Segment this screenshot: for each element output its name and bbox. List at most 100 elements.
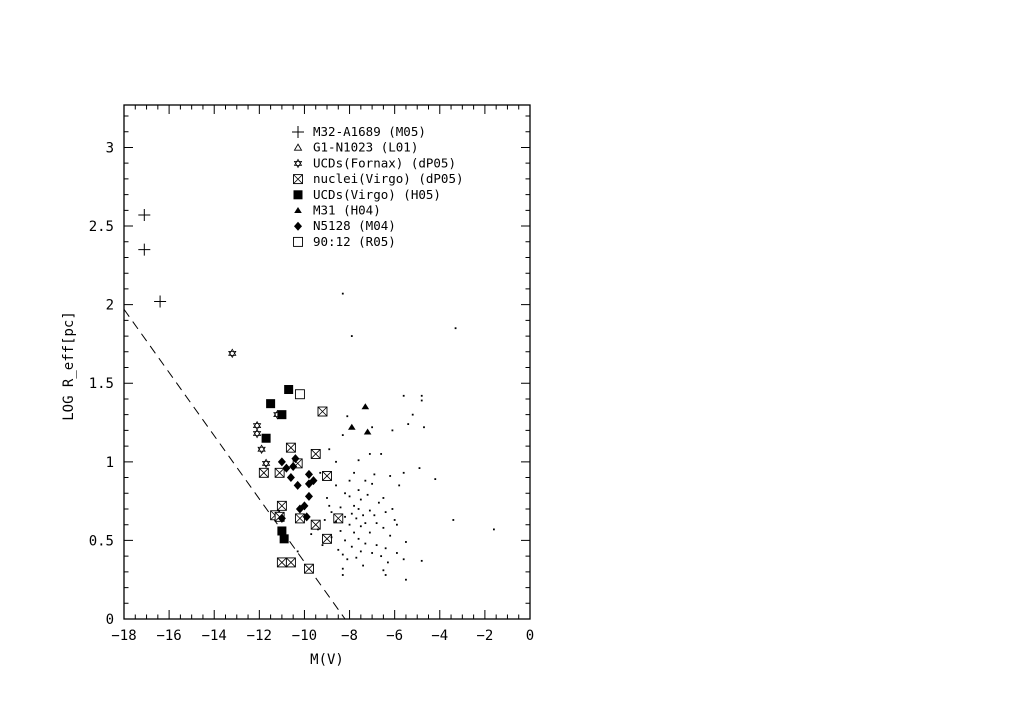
data-point — [252, 420, 262, 431]
data-point — [389, 475, 392, 477]
data-point — [330, 536, 333, 539]
data-point — [296, 550, 299, 553]
data-point — [344, 539, 346, 542]
legend-marker — [294, 207, 302, 213]
data-point — [389, 534, 392, 537]
data-point — [373, 514, 376, 517]
x-tick-label: −4 — [431, 628, 448, 644]
data-point — [384, 574, 387, 576]
data-point — [382, 526, 385, 529]
data-point — [346, 558, 349, 561]
data-point — [294, 513, 305, 524]
data-point — [304, 563, 314, 574]
data-point — [277, 410, 287, 420]
x-tick-label: 0 — [526, 628, 534, 644]
data-point — [258, 467, 269, 478]
data-point — [277, 513, 286, 523]
x-axis-label: M(V) — [310, 652, 344, 668]
data-point — [375, 522, 378, 525]
data-point — [310, 449, 321, 459]
legend-marker — [294, 221, 302, 231]
x-tick-label: −16 — [156, 628, 181, 644]
data-point — [357, 508, 360, 510]
data-point — [357, 459, 360, 462]
data-point — [346, 415, 349, 418]
data-point — [335, 460, 337, 463]
data-point — [423, 426, 425, 429]
data-point — [357, 537, 360, 540]
data-point — [341, 434, 344, 436]
data-point — [341, 574, 344, 576]
x-tick-label: −18 — [111, 628, 136, 644]
legend-label: G1-N1023 (L01) — [313, 140, 418, 155]
data-point — [277, 457, 286, 467]
data-point — [373, 473, 376, 476]
data-point — [353, 471, 355, 474]
data-point — [396, 552, 398, 554]
data-point — [366, 493, 369, 496]
data-point — [402, 471, 405, 474]
data-point — [398, 484, 401, 487]
data-point — [362, 514, 364, 517]
data-point — [391, 429, 394, 432]
data-point — [420, 399, 423, 402]
data-point — [339, 530, 342, 532]
data-point — [387, 561, 389, 564]
data-point — [382, 569, 385, 572]
y-tick-label: 0.5 — [89, 533, 114, 549]
data-point — [344, 515, 346, 518]
data-point — [310, 533, 313, 536]
data-point — [405, 578, 407, 581]
legend-label: 90:12 (R05) — [313, 234, 396, 249]
data-point — [291, 454, 300, 464]
data-point — [286, 473, 295, 483]
data-point — [326, 497, 328, 499]
data-point — [282, 463, 291, 473]
data-point — [289, 462, 298, 472]
data-point — [277, 526, 287, 536]
data-point — [359, 498, 362, 501]
data-point — [228, 348, 237, 359]
data-point — [391, 508, 394, 510]
data-point — [295, 504, 304, 514]
legend-label: N5128 (M04) — [313, 218, 396, 233]
data-point — [138, 243, 151, 256]
data-point — [359, 550, 362, 553]
data-point — [274, 467, 285, 478]
data-point — [154, 295, 167, 308]
data-point — [380, 555, 383, 558]
data-point — [257, 444, 266, 455]
data-point — [304, 479, 313, 489]
data-point — [322, 533, 332, 544]
y-tick-label: 2.5 — [89, 219, 114, 235]
legend-label: M31 (H04) — [313, 203, 381, 218]
legend-marker — [292, 126, 304, 138]
y-tick-label: 2 — [106, 298, 114, 314]
data-point — [357, 489, 360, 492]
data-point — [368, 453, 371, 455]
data-point — [341, 553, 344, 556]
data-point — [375, 544, 378, 547]
data-point — [454, 327, 457, 330]
data-point — [364, 542, 367, 545]
data-point — [344, 492, 346, 495]
data-point — [252, 428, 262, 439]
legend: M32-A1689 (M05)G1-N1023 (L01)UCDs(Fornax… — [292, 124, 464, 249]
data-point — [317, 406, 328, 417]
data-point — [353, 531, 355, 534]
data-point — [285, 442, 296, 453]
data-point — [348, 495, 351, 498]
data-point — [339, 506, 342, 509]
data-point — [337, 548, 340, 551]
data-point — [402, 394, 405, 397]
data-point — [452, 519, 455, 521]
legend-label: UCDs(Virgo) (H05) — [313, 187, 441, 202]
data-point — [355, 517, 358, 520]
data-point — [355, 556, 358, 559]
legend-marker — [293, 174, 303, 185]
data-point — [380, 453, 383, 455]
data-point — [361, 403, 370, 410]
x-tick-label: −8 — [341, 628, 358, 644]
data-point — [359, 525, 362, 528]
data-point — [321, 544, 324, 547]
